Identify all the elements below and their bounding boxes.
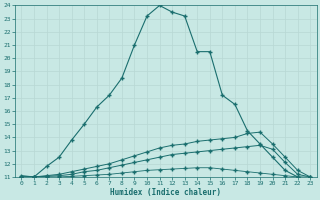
X-axis label: Humidex (Indice chaleur): Humidex (Indice chaleur) (110, 188, 221, 197)
